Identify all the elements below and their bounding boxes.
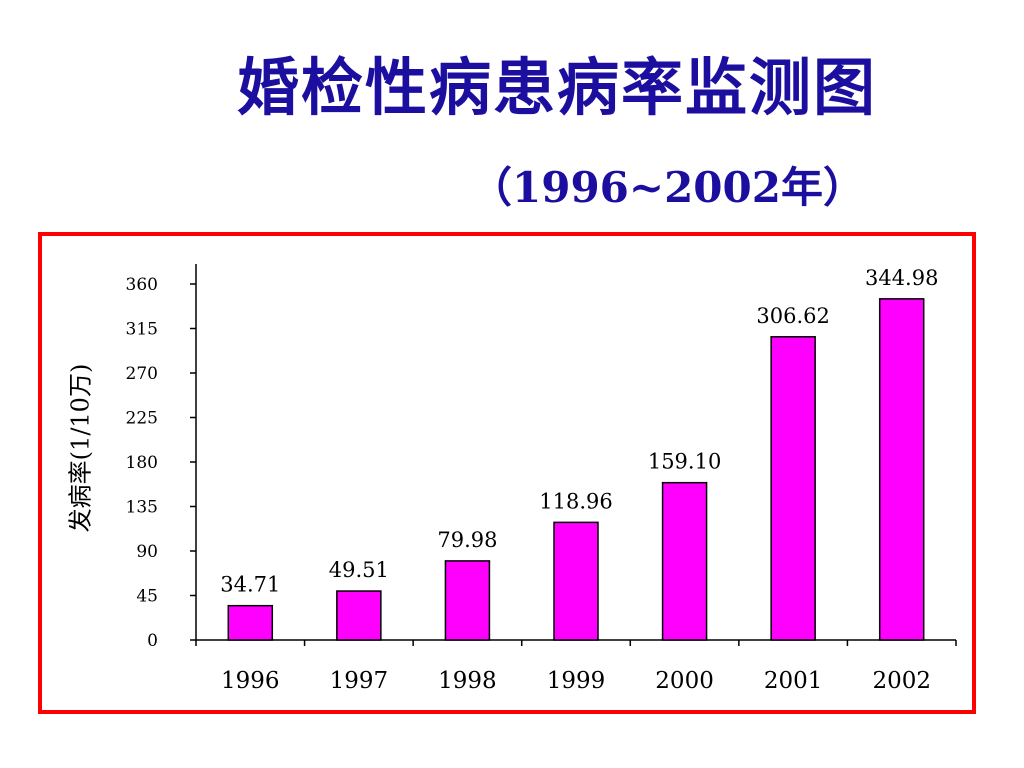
x-tick-label: 2000 (655, 668, 714, 694)
y-tick-label: 270 (126, 364, 158, 384)
data-label: 79.98 (437, 528, 497, 552)
y-tick-label: 225 (126, 409, 158, 429)
x-tick-label: 1997 (330, 668, 389, 694)
bar (444, 560, 491, 641)
data-label: 49.51 (329, 558, 389, 582)
page-title: 婚检性病患病率监测图 (236, 51, 877, 124)
y-tick-label: 180 (126, 453, 158, 473)
y-tick-label: 0 (147, 631, 158, 651)
bar (661, 481, 708, 641)
data-label: 306.62 (756, 304, 829, 328)
y-tick-label: 90 (136, 542, 158, 562)
y-tick-label: 315 (126, 320, 158, 340)
bar (770, 336, 816, 641)
page-subtitle: （1996~2002年） (470, 163, 865, 212)
x-tick-label: 1999 (547, 668, 606, 694)
x-tick-label: 2002 (872, 668, 931, 694)
y-tick-label: 135 (126, 498, 158, 518)
bar (336, 590, 382, 641)
y-axis-label: 发病率(1/10万) (66, 363, 95, 533)
x-tick-label: 2001 (764, 668, 823, 694)
x-tick-label: 1998 (438, 668, 497, 694)
data-label: 344.98 (865, 266, 938, 290)
bar (553, 521, 599, 641)
bar (878, 298, 925, 641)
bar (227, 604, 274, 641)
data-label: 34.71 (220, 573, 280, 597)
chart-frame (38, 232, 976, 714)
x-tick-label: 1996 (221, 668, 280, 694)
data-label: 118.96 (539, 489, 612, 513)
y-tick-label: 360 (126, 275, 158, 295)
data-label: 159.10 (648, 450, 721, 474)
y-tick-label: 45 (136, 587, 158, 607)
